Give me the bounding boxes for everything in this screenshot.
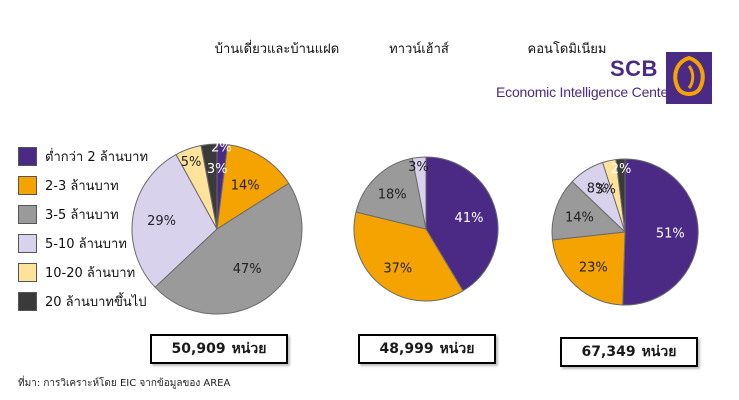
- scb-logo: SCB Economic Intelligence Center: [496, 52, 716, 106]
- legend-label: 3-5 ล้านบาท: [45, 207, 119, 223]
- chart-title-townhouse: ทาวน์เฮ้าส์: [389, 42, 449, 57]
- pie-slice-label: 29%: [147, 214, 176, 229]
- legend-label: 5-10 ล้านบาท: [45, 236, 127, 252]
- pie-2: 51% 23% 14% 8%3% 2%: [551, 158, 699, 306]
- pie-slice: [615, 158, 626, 233]
- pie-slice-label: 2%: [211, 141, 232, 156]
- pie-slice: [353, 211, 464, 302]
- pie-slice-label: 37%: [383, 261, 412, 276]
- chart-title-condominium: คอนโดมิเนียม: [527, 42, 607, 57]
- pie-slice-label: 5%: [181, 155, 202, 170]
- pie-slice-label: 41%: [455, 211, 484, 226]
- pie-slice-label: 47%: [233, 262, 262, 277]
- legend-item: 10-20 ล้านบาท: [18, 261, 148, 283]
- pie-slice: [411, 156, 427, 230]
- total-box-detached: 50,909 หน่วย: [150, 334, 288, 364]
- total-value: 50,909: [171, 341, 226, 357]
- legend-item: 5-10 ล้านบาท: [18, 232, 148, 254]
- total-value: 48,999: [379, 341, 434, 357]
- total-box-condominium: 67,349 หน่วย: [560, 337, 698, 367]
- legend-item: 3-5 ล้านบาท: [18, 203, 148, 225]
- pie-slice: [425, 156, 499, 292]
- legend-swatch: [18, 262, 37, 282]
- logo-emblem-icon: [666, 52, 712, 104]
- logo-subtitle: Economic Intelligence Center: [496, 84, 673, 100]
- pie-slice-label: 3%: [408, 160, 429, 175]
- pie-slice: [551, 231, 626, 306]
- pie-slice: [355, 157, 427, 230]
- legend-swatch: [18, 175, 37, 195]
- pie-slice: [200, 143, 218, 230]
- total-unit: หน่วย: [439, 341, 475, 357]
- legend-item: 2-3 ล้านบาท: [18, 174, 148, 196]
- source-note: ที่มา: การวิเคราะห์โดย EIC จากข้อมูลของ …: [18, 378, 231, 389]
- legend-swatch: [18, 146, 37, 166]
- legend-label: 20 ล้านบาทขึ้นไป: [45, 294, 147, 310]
- legend-item: 20 ล้านบาทขึ้นไป: [18, 290, 148, 312]
- pie-slice-label: 2%: [611, 162, 632, 177]
- pie-slice-label: 8%: [587, 182, 608, 197]
- logo-name: SCB: [610, 56, 658, 81]
- total-unit: หน่วย: [231, 341, 267, 357]
- legend-swatch: [18, 233, 37, 253]
- pie-slice-label: 51%: [656, 227, 685, 242]
- total-unit: หน่วย: [641, 344, 677, 360]
- pie-slice-label: 3%: [207, 162, 228, 177]
- legend-label: 10-20 ล้านบาท: [45, 265, 136, 281]
- legend-label: ต่ำกว่า 2 ล้านบาท: [45, 149, 149, 165]
- chart-title-detached: บ้านเดี่ยวและบ้านแฝด: [214, 42, 340, 57]
- legend-item: ต่ำกว่า 2 ล้านบาท: [18, 145, 148, 167]
- pie-slice-label: 23%: [579, 260, 608, 275]
- legend-label: 2-3 ล้านบาท: [45, 178, 119, 194]
- total-box-townhouse: 48,999 หน่วย: [358, 334, 496, 364]
- pie-slice-label: 14%: [565, 211, 594, 226]
- pie-slice-label: 3%: [595, 183, 616, 198]
- pie-slice: [622, 158, 699, 306]
- pie-slice: [551, 180, 627, 241]
- legend-swatch: [18, 204, 37, 224]
- pie-0: 2% 14% 47% 29% 5% 3%: [131, 141, 303, 315]
- pie-slice-label: 18%: [378, 188, 407, 203]
- pie-slice-label: 14%: [231, 179, 260, 194]
- pie-slice: [154, 182, 303, 315]
- pie-1: 41% 37% 18%3%: [353, 156, 499, 302]
- legend: ต่ำกว่า 2 ล้านบาท 2-3 ล้านบาท 3-5 ล้านบา…: [18, 145, 148, 319]
- total-value: 67,349: [581, 344, 636, 360]
- pie-slice: [216, 144, 290, 230]
- legend-swatch: [18, 291, 37, 311]
- pie-slice: [131, 153, 218, 288]
